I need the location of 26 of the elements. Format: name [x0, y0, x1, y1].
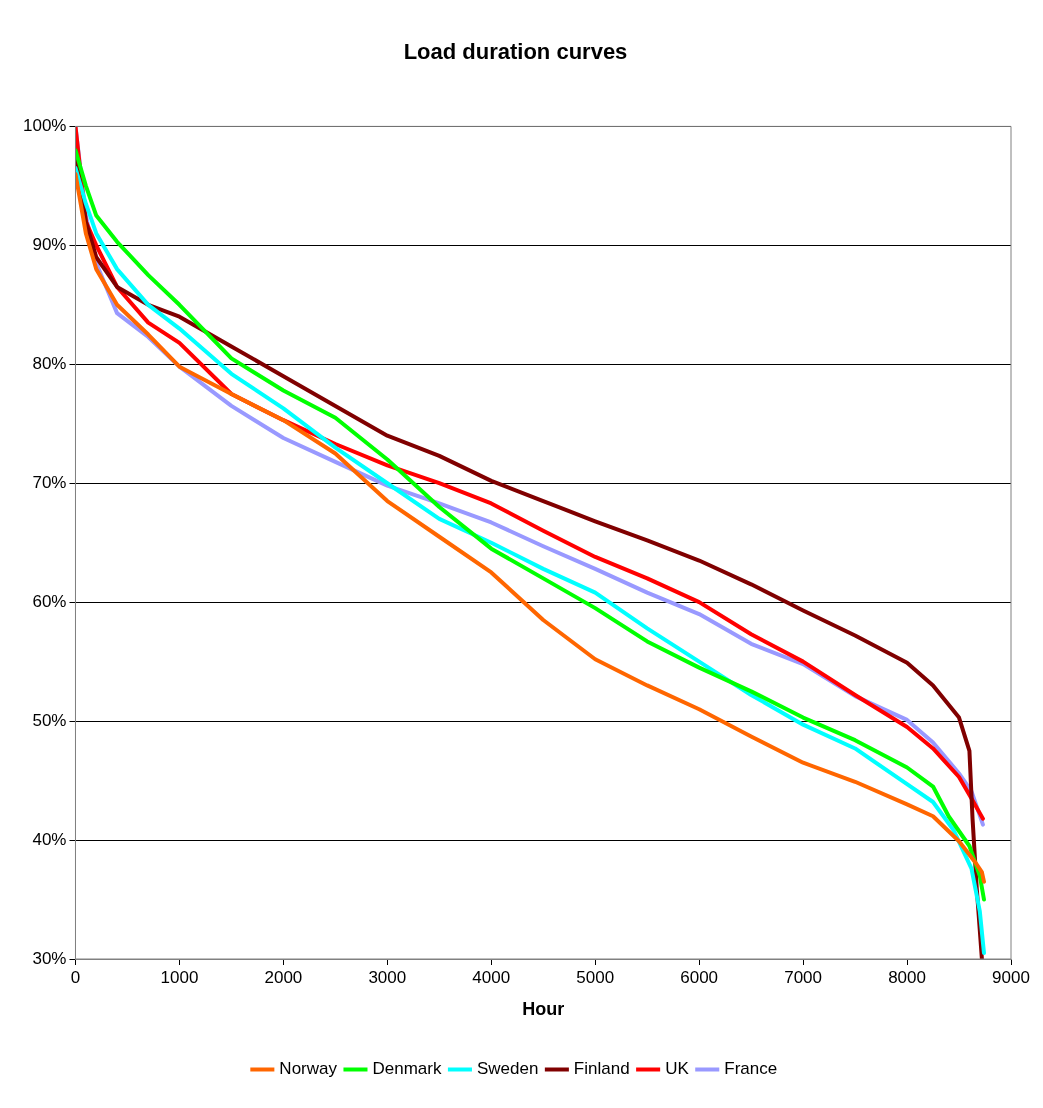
- legend-label: UK: [665, 1059, 690, 1079]
- y-tick-label: 90%: [32, 235, 67, 255]
- y-tick-label: 50%: [32, 710, 67, 730]
- x-tick-label: 9000: [992, 967, 1030, 987]
- legend-label: France: [724, 1059, 778, 1079]
- x-axis-title: Hour: [522, 999, 565, 1020]
- x-tick-label: 6000: [680, 967, 719, 987]
- x-tick-label: 1000: [160, 967, 199, 987]
- y-tick-label: 60%: [32, 591, 67, 611]
- x-tick-label: 7000: [784, 967, 823, 987]
- x-tick-label: 8000: [888, 967, 926, 987]
- legend-label: Denmark: [372, 1059, 442, 1079]
- legend-label: Finland: [573, 1059, 630, 1079]
- x-tick-label: 0: [70, 967, 81, 987]
- legend-label: Sweden: [476, 1059, 539, 1079]
- y-tick-label: 80%: [32, 353, 67, 373]
- x-tick-label: 2000: [264, 967, 303, 987]
- y-tick-label: 40%: [32, 829, 67, 849]
- x-tick-label: 4000: [472, 967, 511, 987]
- y-tick-label: 30%: [32, 948, 67, 968]
- legend-label: Norway: [279, 1059, 338, 1079]
- chart-title: Load duration curves: [403, 39, 628, 65]
- x-tick-label: 5000: [576, 967, 615, 987]
- y-tick-label: 70%: [32, 472, 67, 492]
- y-tick-label: 100%: [23, 116, 67, 136]
- x-tick-label: 3000: [368, 967, 407, 987]
